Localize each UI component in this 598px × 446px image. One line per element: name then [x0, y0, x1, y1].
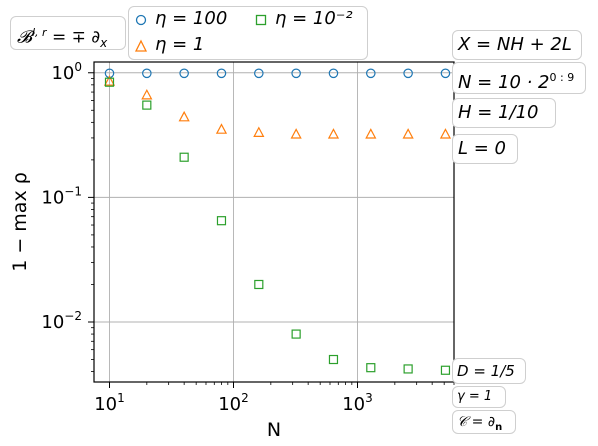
y-tick-label: 10−2	[41, 309, 82, 333]
marker-eta-0.01	[104, 77, 115, 87]
legend-circle-icon	[135, 14, 147, 26]
annotation-n: N = 10 · 20 : 9	[452, 62, 586, 94]
marker-eta-100	[328, 68, 339, 79]
legend-label-eta-0.01: η = 10⁻²	[275, 8, 353, 29]
marker-eta-0.01	[254, 279, 264, 290]
legend-label-eta-100: η = 100	[155, 8, 228, 29]
legend: η = 100 η = 10⁻² η = 1	[128, 6, 368, 60]
legend-square-icon	[255, 14, 267, 26]
marker-eta-1	[178, 110, 190, 122]
x-tick-label: 103	[342, 391, 373, 415]
marker-eta-0.01	[216, 216, 227, 226]
plot-frame	[93, 61, 455, 383]
marker-eta-100	[179, 68, 189, 79]
marker-eta-100	[291, 68, 301, 79]
marker-eta-1	[215, 123, 228, 134]
boundary-sub: x	[100, 36, 108, 51]
marker-eta-0.01	[291, 329, 301, 339]
marker-eta-0.01	[366, 363, 376, 373]
axis-ticks: 101 102 103 100 10−1 10−2	[41, 60, 455, 415]
boundary-sup: l, r	[32, 26, 47, 39]
annotation-n-sup: 0 : 9	[549, 71, 575, 84]
marker-eta-100	[365, 68, 376, 79]
annotation-l: L = 0	[452, 134, 518, 164]
annotation-x: X = NH + 2L	[452, 30, 582, 60]
y-tick-label: 100	[51, 60, 82, 84]
marker-eta-1	[402, 128, 414, 139]
marker-eta-1	[141, 88, 153, 100]
annotation-c: 𝒞 = ∂n	[452, 410, 516, 434]
boundary-symbol: 𝓑	[17, 27, 32, 48]
marker-eta-1	[439, 128, 452, 139]
x-tick-label: 102	[218, 391, 249, 415]
marker-eta-1	[365, 128, 377, 139]
annotation-d: D = 1/5	[452, 358, 526, 384]
marker-eta-1	[103, 75, 116, 86]
marker-eta-0.01	[179, 152, 189, 162]
data-marks	[103, 68, 452, 375]
marker-eta-100	[403, 68, 413, 79]
marker-eta-0.01	[142, 100, 152, 110]
annotation-h: H = 1/10	[452, 98, 556, 128]
annotation-n-base: N = 10 · 2	[458, 72, 550, 93]
marker-eta-1	[290, 128, 302, 139]
y-tick-label: 10−1	[41, 184, 82, 208]
boundary-rest: = ∓ ∂	[46, 27, 101, 48]
legend-triangle-icon	[134, 39, 148, 52]
grid	[94, 62, 454, 382]
marker-eta-0.01	[328, 354, 339, 365]
annotation-gamma: γ = 1	[452, 386, 506, 408]
marker-eta-100	[216, 68, 227, 79]
marker-eta-100	[142, 68, 152, 79]
marker-eta-0.01	[440, 365, 451, 375]
x-axis-label: N	[267, 419, 281, 441]
annotation-c-sub: n	[495, 421, 503, 433]
marker-eta-100	[254, 68, 264, 79]
legend-label-eta-1: η = 1	[155, 34, 205, 55]
marker-eta-0.01	[403, 364, 413, 374]
annotation-c-lhs: 𝒞 = ∂	[457, 414, 496, 430]
x-tick-label: 101	[94, 391, 125, 415]
y-axis-label: 1 − max ρ	[9, 172, 31, 272]
marker-eta-1	[327, 128, 340, 139]
marker-eta-1	[253, 126, 265, 137]
boundary-condition-box: 𝓑l, r = ∓ ∂x	[10, 16, 126, 50]
marker-eta-100	[440, 68, 451, 79]
